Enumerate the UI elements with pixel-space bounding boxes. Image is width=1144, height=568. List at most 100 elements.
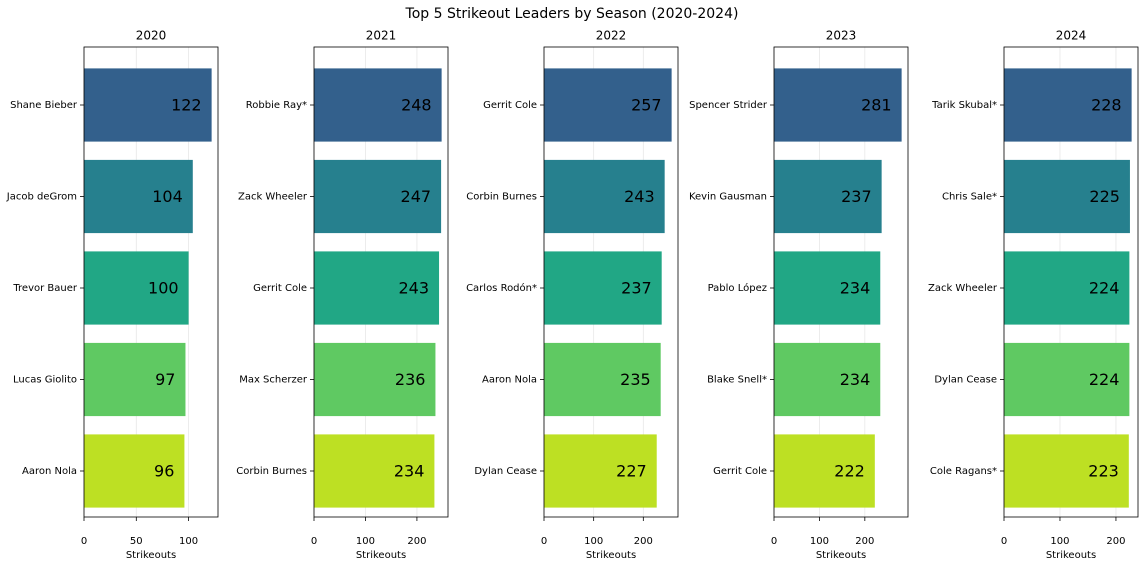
x-tick-label: 0 — [1001, 536, 1007, 547]
value-label: 100 — [148, 279, 179, 298]
value-label: 257 — [631, 96, 662, 115]
bar — [314, 251, 440, 325]
value-label: 234 — [840, 279, 871, 298]
x-tick-label: 100 — [1050, 536, 1069, 547]
y-tick-label: Tarik Skubal* — [931, 100, 997, 111]
bar — [544, 251, 662, 325]
value-label: 243 — [624, 187, 655, 206]
value-label: 236 — [395, 370, 426, 389]
y-tick-label: Aaron Nola — [482, 375, 537, 386]
value-label: 225 — [1089, 187, 1120, 206]
y-tick-label: Blake Snell* — [707, 375, 767, 386]
y-tick-label: Max Scherzer — [239, 375, 308, 386]
x-axis-label: Strikeouts — [356, 550, 406, 561]
bar — [774, 342, 881, 417]
bar — [84, 434, 185, 508]
value-label: 223 — [1088, 462, 1119, 481]
value-label: 224 — [1089, 279, 1120, 298]
value-label: 281 — [861, 96, 892, 115]
value-label: 237 — [841, 187, 872, 206]
y-tick-label: Zack Wheeler — [238, 192, 308, 203]
bar — [314, 434, 435, 508]
bar — [774, 251, 881, 325]
x-tick-label: 0 — [771, 536, 777, 547]
axes-frame — [83, 46, 219, 518]
panel-title: 2020 — [136, 29, 167, 43]
x-tick-label: 200 — [407, 536, 426, 547]
value-label: 234 — [394, 462, 425, 481]
x-tick-label: 0 — [311, 536, 317, 547]
x-tick-label: 50 — [130, 536, 143, 547]
axes-frame — [1003, 46, 1139, 518]
x-axis-label: Strikeouts — [126, 550, 176, 561]
x-axis-label: Strikeouts — [1046, 550, 1096, 561]
y-tick-label: Shane Bieber — [10, 100, 78, 111]
bar — [84, 68, 212, 142]
bar — [774, 159, 882, 234]
bar — [774, 68, 902, 142]
y-tick-label: Dylan Cease — [934, 375, 997, 386]
bar — [544, 342, 661, 417]
y-tick-label: Robbie Ray* — [246, 100, 307, 111]
bar — [1004, 68, 1132, 142]
panel-title: 2023 — [826, 29, 857, 43]
value-label: 228 — [1091, 96, 1122, 115]
x-tick-label: 200 — [634, 536, 653, 547]
value-label: 227 — [616, 462, 647, 481]
y-tick-label: Jacob deGrom — [6, 192, 77, 203]
bar — [1004, 342, 1130, 417]
value-label: 97 — [155, 370, 175, 389]
x-tick-label: 200 — [855, 536, 874, 547]
x-axis-label: Strikeouts — [586, 550, 636, 561]
bar — [314, 342, 436, 417]
value-label: 243 — [398, 279, 429, 298]
panel-title: 2024 — [1056, 29, 1087, 43]
axes-frame — [543, 46, 679, 518]
y-tick-label: Lucas Giolito — [13, 375, 77, 386]
y-tick-label: Trevor Bauer — [12, 283, 77, 294]
bar — [314, 159, 442, 234]
figure-title: Top 5 Strikeout Leaders by Season (2020-… — [405, 6, 739, 22]
bar — [1004, 251, 1130, 325]
bar — [1004, 159, 1130, 234]
y-tick-label: Cole Ragans* — [930, 466, 997, 477]
bar — [774, 434, 875, 508]
y-tick-label: Pablo López — [708, 282, 767, 294]
value-label: 104 — [152, 187, 183, 206]
value-label: 122 — [171, 96, 202, 115]
y-tick-label: Gerrit Cole — [483, 100, 537, 111]
panel-title: 2022 — [596, 29, 627, 43]
value-label: 237 — [621, 279, 652, 298]
value-label: 222 — [834, 462, 865, 481]
y-tick-label: Aaron Nola — [22, 466, 77, 477]
bar — [1004, 434, 1129, 508]
bar — [544, 159, 665, 234]
y-tick-label: Corbin Burnes — [466, 192, 537, 203]
x-tick-label: 0 — [541, 536, 547, 547]
x-tick-label: 200 — [1106, 536, 1125, 547]
bar — [84, 159, 193, 234]
bar — [84, 342, 186, 417]
x-tick-label: 100 — [584, 536, 603, 547]
value-label: 224 — [1089, 370, 1120, 389]
value-label: 247 — [401, 187, 432, 206]
axes-frame — [773, 46, 909, 518]
axes-frame — [313, 46, 449, 518]
y-tick-label: Carlos Rodón* — [466, 282, 537, 294]
value-label: 234 — [840, 370, 871, 389]
x-tick-label: 0 — [81, 536, 87, 547]
y-tick-label: Gerrit Cole — [713, 466, 767, 477]
panel-title: 2021 — [366, 29, 397, 43]
value-label: 235 — [620, 370, 651, 389]
x-tick-label: 100 — [810, 536, 829, 547]
y-tick-label: Chris Sale* — [942, 192, 997, 203]
bar — [84, 251, 189, 325]
value-label: 96 — [154, 462, 174, 481]
bar — [544, 434, 657, 508]
x-tick-label: 100 — [179, 536, 198, 547]
value-label: 248 — [401, 96, 432, 115]
y-tick-label: Corbin Burnes — [236, 466, 307, 477]
y-tick-label: Gerrit Cole — [253, 283, 307, 294]
bar — [314, 68, 442, 142]
